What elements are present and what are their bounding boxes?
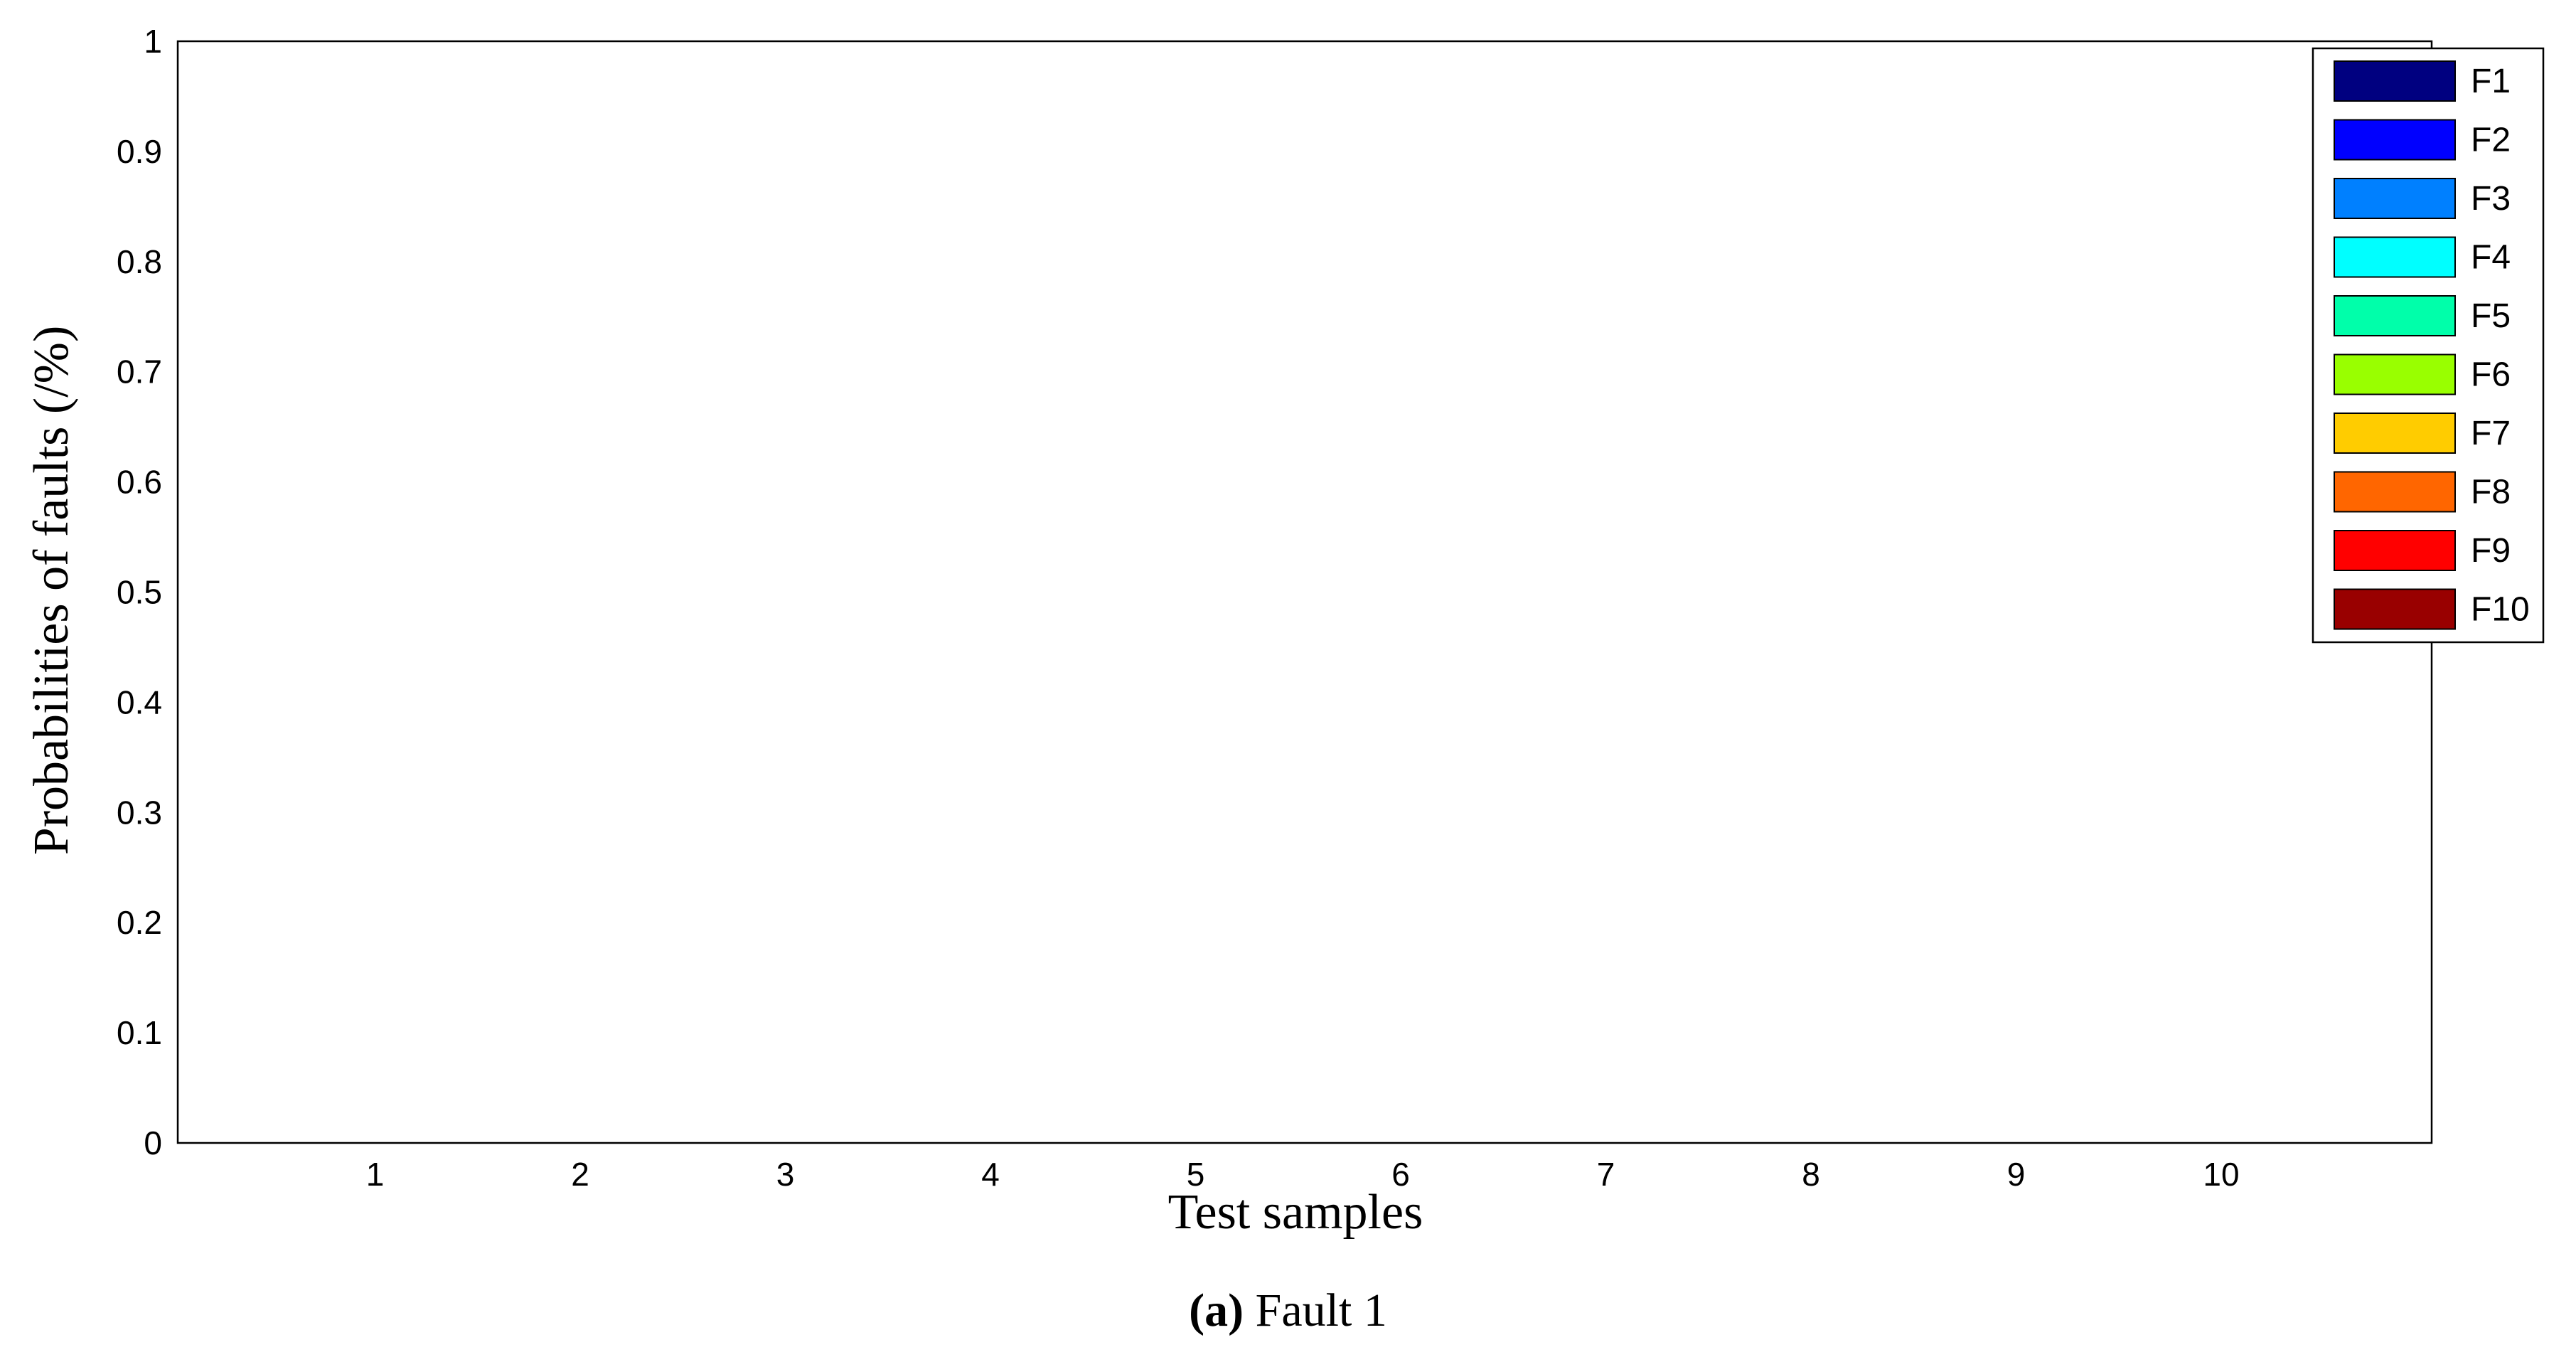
- legend-label: F5: [2471, 297, 2511, 335]
- x-tick-label: 4: [981, 1156, 1000, 1193]
- x-tick-label: 6: [1391, 1156, 1410, 1193]
- legend-swatch: [2334, 178, 2456, 219]
- caption-panel-label: (a): [1189, 1284, 1244, 1336]
- y-tick-label: 0.5: [117, 574, 162, 611]
- legend-swatch: [2334, 530, 2456, 571]
- fault-probability-chart: 00.10.20.30.40.50.60.70.80.91 V5:MV7:MSV…: [24, 23, 2545, 1240]
- legend-label: F1: [2471, 63, 2511, 100]
- legend-item-f8: F8: [2334, 471, 2511, 513]
- y-tick-label: 1: [144, 23, 162, 60]
- legend-swatch: [2334, 471, 2456, 513]
- legend-item-f10: F10: [2334, 588, 2530, 630]
- x-tick-label: 2: [571, 1156, 589, 1193]
- legend-swatch: [2334, 119, 2456, 161]
- legend-label: F7: [2471, 415, 2511, 452]
- y-tick-label: 0.9: [117, 133, 162, 170]
- plot-background: [178, 41, 2432, 1143]
- x-tick-label: 9: [2007, 1156, 2026, 1193]
- legend-label: F6: [2471, 356, 2511, 394]
- legend-swatch: [2334, 60, 2456, 102]
- y-tick-label: 0: [144, 1124, 162, 1161]
- y-tick-label: 0.3: [117, 794, 162, 831]
- y-axis-title: Probabilities of faults (/%): [24, 326, 79, 856]
- legend-item-f7: F7: [2334, 413, 2511, 454]
- x-tick-label: 8: [1802, 1156, 1820, 1193]
- legend-item-f4: F4: [2334, 236, 2511, 278]
- y-tick-label: 0.8: [117, 243, 162, 280]
- y-tick-label: 0.1: [117, 1014, 162, 1051]
- x-axis-title: Test samples: [1168, 1185, 1423, 1240]
- x-tick-label: 7: [1597, 1156, 1615, 1193]
- legend-item-f2: F2: [2334, 119, 2511, 161]
- legend-item-f1: F1: [2334, 60, 2511, 102]
- legend-label: F10: [2471, 591, 2530, 629]
- legend-swatch: [2334, 295, 2456, 336]
- y-tick-label: 0.7: [117, 353, 162, 390]
- plot-frame: [176, 40, 2433, 1144]
- legend-swatch: [2334, 236, 2456, 278]
- legend-label: F8: [2471, 474, 2511, 511]
- x-tick-label: 10: [2203, 1156, 2239, 1193]
- y-tick-label: 0.4: [117, 683, 162, 720]
- y-axis: 0 0.1 0.2 0.3 0.4 0.5 0.6 0.7 0.8 0.9 1: [117, 23, 2432, 1161]
- x-tick-label: 5: [1187, 1156, 1205, 1193]
- legend-item-f9: F9: [2334, 530, 2511, 571]
- y-tick-label: 0.2: [117, 904, 162, 941]
- x-tick-label: 1: [366, 1156, 385, 1193]
- legend-item-f6: F6: [2334, 353, 2511, 395]
- x-tick-label: 3: [776, 1156, 795, 1193]
- legend-swatch: [2334, 353, 2456, 395]
- legend-label: F2: [2471, 122, 2511, 159]
- legend-item-f3: F3: [2334, 178, 2511, 219]
- legend-swatch: [2334, 588, 2456, 630]
- caption-text: Fault 1: [1244, 1284, 1387, 1336]
- figure-caption: (a) Fault 1: [0, 1284, 2576, 1338]
- x-axis: 1 2 3 4 5 6 7 8 9 10: [366, 41, 2240, 1193]
- y-tick-label: 0.6: [117, 464, 162, 501]
- legend-swatch: [2334, 413, 2456, 454]
- legend-label: F4: [2471, 239, 2511, 277]
- legend: F1 F2 F3 F4 F5 F6 F7 F8 F9 F10: [2312, 47, 2545, 644]
- legend-label: F3: [2471, 180, 2511, 218]
- legend-label: F9: [2471, 532, 2511, 570]
- legend-item-f5: F5: [2334, 295, 2511, 336]
